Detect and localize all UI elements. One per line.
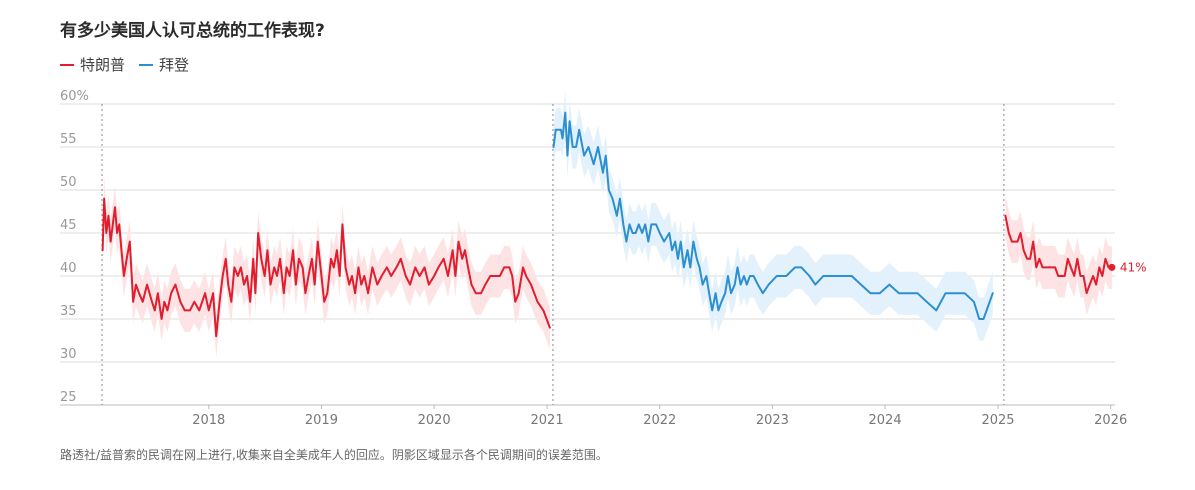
margin-band-0 [102,177,550,358]
chart-title: 有多少美国人认可总统的工作表现? [60,21,325,41]
series-line-0 [101,197,551,338]
margin-band-1 [553,91,993,341]
y-tick-label: 30 [60,347,77,362]
x-tick-label: 2024 [869,413,902,428]
legend-item-trump: 特朗普 [60,54,125,75]
y-tick-label: 50 [60,175,77,190]
y-tick-label: 55 [60,132,77,147]
x-tick-label: 2026 [1094,413,1127,428]
x-tick-label: 2020 [418,413,451,428]
y-tick-label: 60% [60,89,89,104]
legend-label-trump: 特朗普 [80,56,126,74]
end-point-marker [1108,263,1116,271]
x-tick-label: 2021 [531,413,564,428]
x-tick-label: 2022 [643,413,676,428]
source-note: 路透社/益普索的民调在网上进行,收集来自全美成年人的回应。阴影区域显示各个民调期… [60,448,608,462]
y-tick-label: 35 [60,304,77,319]
x-tick-label: 2025 [981,413,1014,428]
y-tick-label: 25 [60,390,77,405]
legend-swatch-biden [139,63,154,66]
x-tick-label: 2023 [756,413,789,428]
x-tick-label: 2019 [305,413,338,428]
x-tick-label: 2018 [192,413,225,428]
legend-swatch-trump [60,63,74,66]
legend: 特朗普 拜登 [60,54,189,75]
margin-band-2 [1005,194,1112,315]
end-value-label: 41% [1120,260,1147,274]
approval-chart: 60% 55 50 45 40 35 30 25 2018 2019 2020 2021 2022 202… [60,89,1147,428]
y-tick-label: 45 [60,218,77,233]
series-line-1 [552,111,994,320]
series-line-2 [1004,214,1113,295]
legend-item-biden: 拜登 [139,54,189,75]
legend-label-biden: 拜登 [159,56,190,74]
y-tick-label: 40 [60,261,77,276]
